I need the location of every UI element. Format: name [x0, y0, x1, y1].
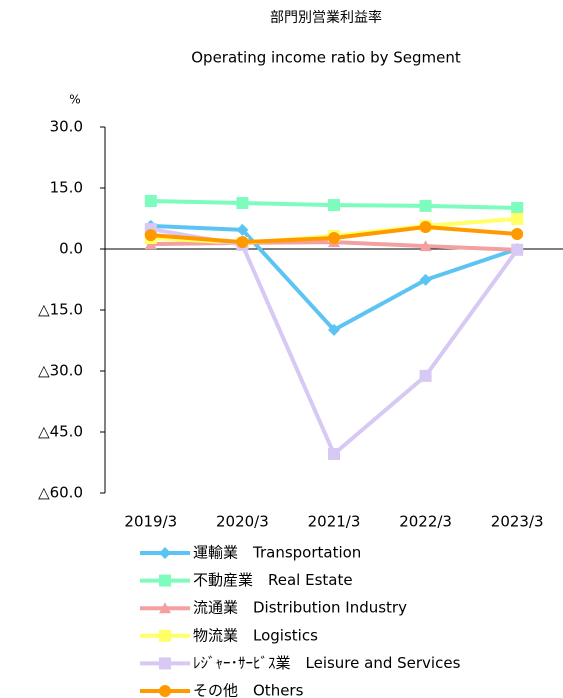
data-point [328, 323, 340, 336]
data-point [419, 221, 432, 234]
legend-marker [159, 657, 171, 670]
data-point [236, 223, 249, 236]
data-point [328, 232, 340, 245]
y-tick-label: 0.0 [59, 240, 83, 258]
y-tick-label: △15.0 [38, 301, 83, 319]
data-point [328, 447, 340, 460]
y-tick-label: 30.0 [50, 118, 83, 136]
data-point [419, 199, 432, 212]
x-tick-label: 2020/3 [216, 513, 269, 531]
legend-label: 運輸業 Transportation [193, 544, 361, 562]
legend-label: その他 Others [193, 682, 304, 698]
series-line [150, 227, 519, 456]
legend-marker [159, 685, 171, 697]
legend-marker [159, 602, 171, 614]
data-point [144, 195, 157, 208]
data-point [419, 369, 432, 382]
data-point [419, 273, 432, 286]
x-tick-label: 2023/3 [491, 513, 544, 531]
legend-label: 物流業 Logistics [193, 626, 318, 644]
legend-label: 不動産業 Real Estate [193, 571, 353, 589]
y-tick-label: △60.0 [38, 484, 83, 502]
data-point [419, 240, 432, 252]
legend-marker [159, 629, 171, 642]
legend-label: 流通業 Distribution Industry [193, 599, 407, 617]
legend-marker [159, 574, 171, 587]
data-point [236, 236, 249, 249]
x-tick-label: 2019/3 [124, 513, 177, 531]
chart-subtitle: Operating income ratio by Segment [191, 49, 461, 67]
data-point [511, 227, 524, 240]
data-point [511, 243, 524, 256]
data-point [236, 197, 249, 210]
legend-marker [159, 547, 171, 559]
y-tick-label: △30.0 [38, 362, 83, 380]
data-point [511, 212, 524, 225]
legend-label: ﾚｼﾞｬｰ･ｻｰﾋﾞｽ業 Leisure and Services [193, 654, 461, 672]
x-tick-label: 2022/3 [399, 513, 452, 531]
y-tick-label: △45.0 [38, 423, 83, 441]
data-point [328, 199, 340, 212]
data-point [144, 229, 157, 242]
y-tick-label: 15.0 [50, 179, 83, 197]
data-point [511, 201, 524, 214]
y-unit: % [69, 93, 80, 107]
chart-title: 部門別営業利益率 [270, 9, 382, 26]
x-tick-label: 2021/3 [308, 513, 361, 531]
